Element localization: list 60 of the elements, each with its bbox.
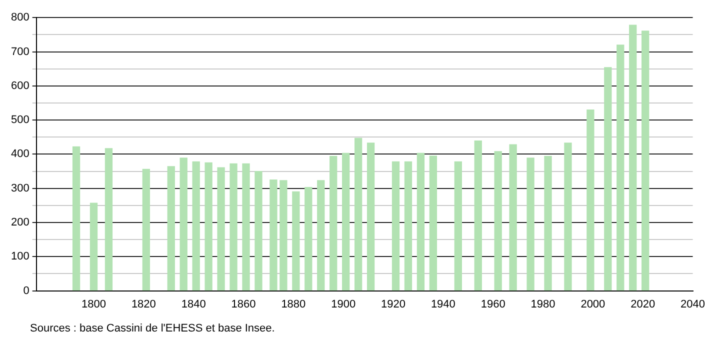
bar [180,158,188,291]
x-tick-label: 1980 [530,298,556,310]
bar [204,162,212,291]
x-tick-label: 1940 [430,298,456,310]
x-tick-label: 1900 [331,298,356,310]
bar [416,152,425,291]
bar [616,44,624,291]
bar [142,168,150,291]
bar [509,144,517,291]
bar [292,191,300,291]
y-tick-label: 600 [10,80,30,92]
bar [72,146,80,291]
x-tick-label: 1880 [281,298,306,310]
bar [544,156,552,291]
y-tick-label: 0 [23,284,30,297]
bar [604,67,612,291]
bar [192,161,200,291]
y-tick-label: 400 [10,148,30,160]
y-tick-label: 100 [10,250,30,263]
x-tick-label: 2020 [630,298,656,310]
bar [586,109,594,291]
y-tick-label: 700 [10,46,30,58]
bar [217,167,225,291]
x-tick-label: 1840 [181,298,206,310]
bar [629,24,637,291]
bar [564,142,572,291]
x-tick-label: 2000 [580,298,606,310]
y-tick-label: 300 [10,182,30,194]
bar [230,163,238,291]
y-tick-label: 800 [10,12,30,24]
bar [342,152,350,291]
bar [317,180,325,291]
bar [526,158,534,291]
bar [392,161,400,291]
bar [270,179,278,291]
bar [254,170,262,291]
x-tick-label: 1800 [82,298,106,310]
bar [366,142,375,291]
source-note: Sources : base Cassini de l'EHESS et base Insee. [30,322,275,335]
y-tick-label: 500 [10,114,30,126]
bar [242,163,250,291]
x-tick-label: 1960 [480,298,506,310]
x-tick-label: 1860 [231,298,256,310]
bar [104,148,113,291]
bar [167,166,175,291]
x-tick-label: 2040 [680,298,706,310]
bar [474,140,482,291]
bar [494,151,502,291]
bar [280,180,288,291]
bar [90,202,98,291]
bar [404,161,412,291]
x-tick-label: 1820 [131,298,156,310]
y-tick-label: 200 [10,216,30,229]
x-tick-label: 1920 [381,298,406,310]
bar [429,156,438,291]
bar [354,138,362,291]
bar [330,156,338,291]
bar [454,161,462,291]
bar [642,30,650,291]
bar [304,186,312,291]
